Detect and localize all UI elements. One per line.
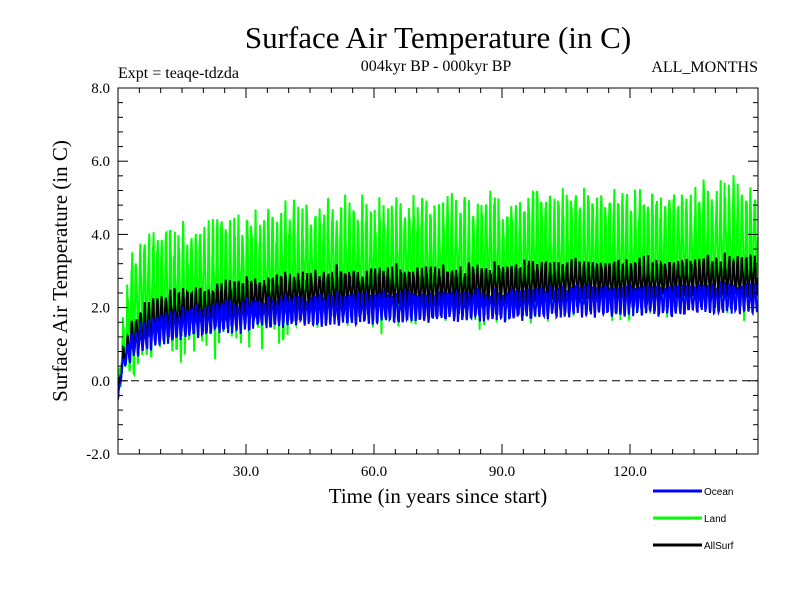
y-tick-label: 4.0 (91, 227, 110, 243)
x-tick-label: 30.0 (233, 464, 259, 480)
legend-label-allsurf: AllSurf (704, 541, 734, 552)
y-tick-label: 8.0 (91, 81, 110, 97)
y-tick-label: 0.0 (91, 374, 110, 390)
legend-label-land: Land (704, 514, 726, 525)
chart-title: Surface Air Temperature (in C) (245, 20, 631, 55)
chart-subtitle: 004kyr BP - 000kyr BP (361, 58, 512, 75)
x-tick-label: 120.0 (613, 464, 647, 480)
legend-label-ocean: Ocean (704, 487, 733, 498)
y-axis-label: Surface Air Temperature (in C) (48, 140, 72, 402)
months-label: ALL_MONTHS (651, 59, 758, 76)
series-layer (118, 175, 758, 400)
experiment-label: Expt = teaqe-tdzda (118, 65, 239, 82)
legend: Ocean Land AllSurf (653, 487, 734, 552)
series-line-ocean (118, 281, 758, 398)
y-tick-label: 6.0 (91, 154, 110, 170)
ticks-layer: 30.0 60.0 90.0 120.0 -2.0 0.0 2.0 4.0 6.0 8.0 (86, 81, 758, 480)
x-tick-label: 90.0 (489, 464, 515, 480)
x-axis-label: Time (in years since start) (329, 484, 548, 508)
y-tick-label: 2.0 (91, 301, 110, 317)
x-tick-label: 60.0 (361, 464, 387, 480)
y-tick-label: -2.0 (86, 447, 110, 463)
